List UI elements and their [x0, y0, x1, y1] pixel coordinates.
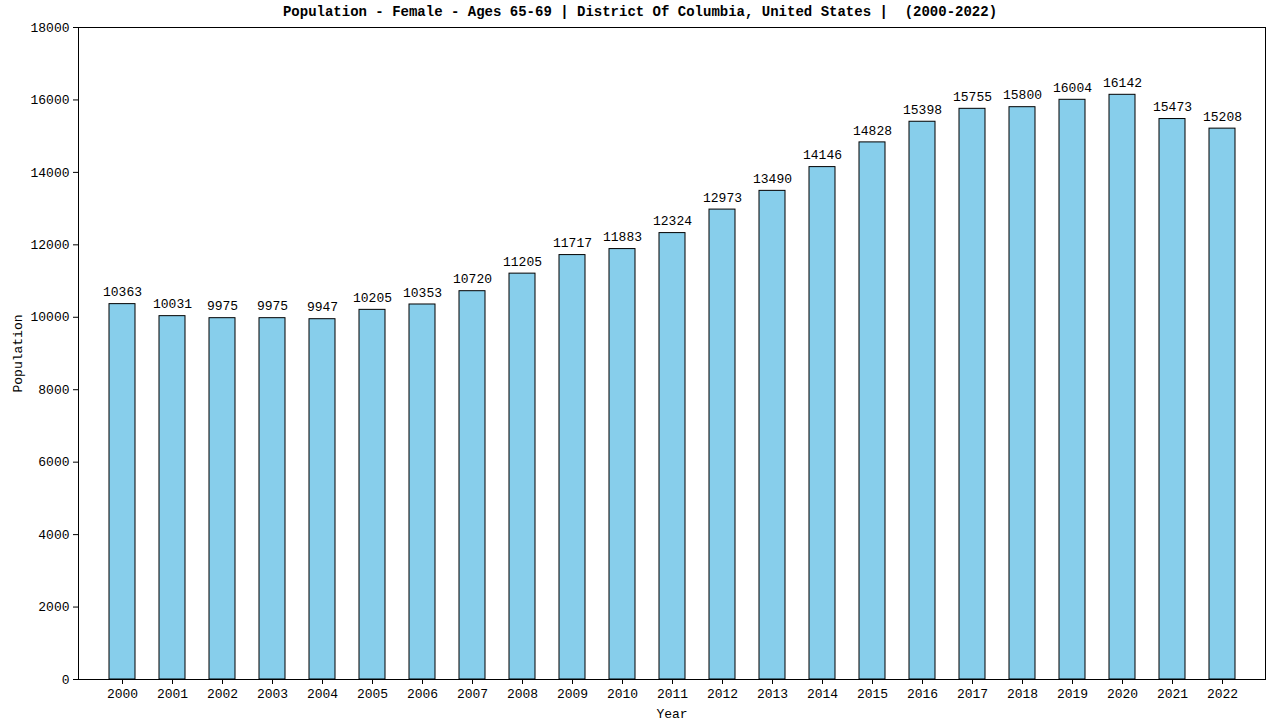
svg-text:14828: 14828 — [853, 124, 892, 139]
svg-text:12000: 12000 — [30, 238, 69, 253]
svg-text:16004: 16004 — [1053, 81, 1092, 96]
svg-text:0: 0 — [62, 673, 70, 688]
svg-text:2002: 2002 — [207, 687, 238, 702]
svg-text:9975: 9975 — [257, 299, 288, 314]
svg-text:10353: 10353 — [403, 286, 442, 301]
svg-text:2008: 2008 — [507, 687, 538, 702]
svg-text:2000: 2000 — [38, 600, 69, 615]
svg-text:15398: 15398 — [903, 103, 942, 118]
svg-text:10205: 10205 — [353, 291, 392, 306]
svg-text:12324: 12324 — [653, 214, 692, 229]
svg-text:11205: 11205 — [503, 255, 542, 270]
svg-text:13490: 13490 — [753, 172, 792, 187]
svg-text:2018: 2018 — [1007, 687, 1038, 702]
svg-text:2005: 2005 — [357, 687, 388, 702]
svg-text:10363: 10363 — [103, 285, 142, 300]
svg-text:11883: 11883 — [603, 230, 642, 245]
svg-text:2017: 2017 — [957, 687, 988, 702]
svg-text:2022: 2022 — [1207, 687, 1238, 702]
svg-text:6000: 6000 — [38, 455, 69, 470]
svg-text:2016: 2016 — [907, 687, 938, 702]
svg-text:2001: 2001 — [157, 687, 188, 702]
svg-text:16000: 16000 — [30, 93, 69, 108]
svg-text:2011: 2011 — [657, 687, 688, 702]
svg-text:2010: 2010 — [607, 687, 638, 702]
svg-text:10720: 10720 — [453, 272, 492, 287]
svg-text:15755: 15755 — [953, 90, 992, 105]
svg-text:10000: 10000 — [30, 310, 69, 325]
svg-text:Year: Year — [656, 707, 687, 720]
html-text:Population - Female - Ages 65-: Population - Female - Ages 65-69 | Distr… — [282, 4, 998, 20]
svg-text:18000: 18000 — [30, 22, 69, 36]
svg-text:8000: 8000 — [38, 383, 69, 398]
svg-text:15208: 15208 — [1203, 110, 1242, 125]
svg-text:12973: 12973 — [703, 191, 742, 206]
svg-text:2021: 2021 — [1157, 687, 1188, 702]
svg-text:2015: 2015 — [857, 687, 888, 702]
svg-text:2009: 2009 — [557, 687, 588, 702]
svg-text:2019: 2019 — [1057, 687, 1088, 702]
svg-text:9975: 9975 — [207, 299, 238, 314]
svg-text:2007: 2007 — [457, 687, 488, 702]
svg-text:2014: 2014 — [807, 687, 838, 702]
svg-text:15800: 15800 — [1003, 88, 1042, 103]
svg-text:2006: 2006 — [407, 687, 438, 702]
svg-text:14000: 14000 — [30, 166, 69, 181]
svg-text:2013: 2013 — [757, 687, 788, 702]
svg-text:15473: 15473 — [1153, 100, 1192, 115]
svg-text:14146: 14146 — [803, 148, 842, 163]
svg-text:2000: 2000 — [107, 687, 138, 702]
svg-text:2020: 2020 — [1107, 687, 1138, 702]
svg-text:10031: 10031 — [153, 297, 192, 312]
svg-text:2003: 2003 — [257, 687, 288, 702]
svg-text:11717: 11717 — [553, 236, 592, 251]
svg-text:4000: 4000 — [38, 528, 69, 543]
svg-text:9947: 9947 — [307, 300, 338, 315]
svg-text:2004: 2004 — [307, 687, 338, 702]
svg-text:Population: Population — [11, 314, 26, 392]
svg-text:2012: 2012 — [707, 687, 738, 702]
svg-text:16142: 16142 — [1103, 76, 1142, 91]
